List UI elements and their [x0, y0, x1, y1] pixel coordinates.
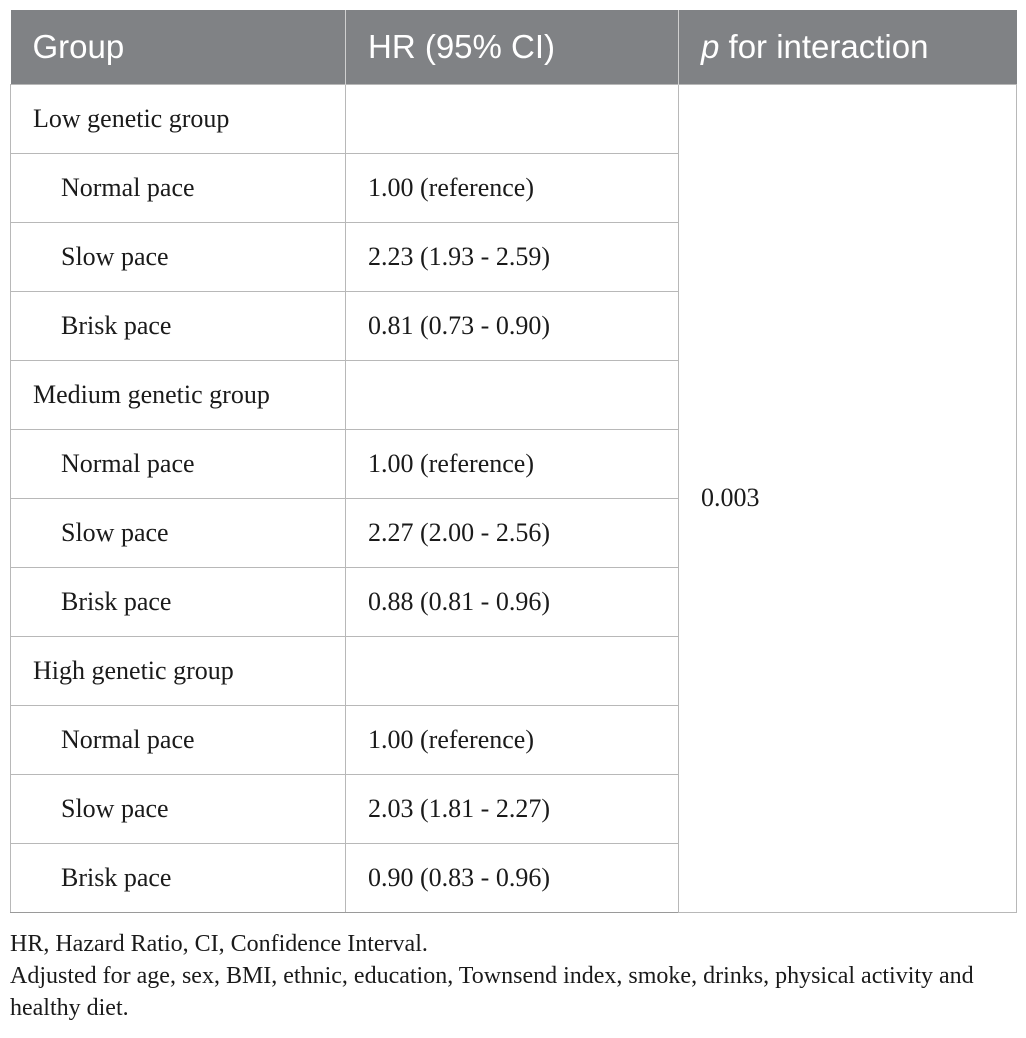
group-cell: Normal pace — [10, 428, 346, 499]
group-cell: Slow pace — [10, 497, 346, 568]
header-p-interaction: p for interaction — [678, 10, 1017, 84]
group-cell: Slow pace — [10, 221, 346, 292]
table-row: Low genetic group 0.003 — [10, 83, 1017, 913]
hr-cell: 1.00 (reference) — [345, 704, 679, 775]
group-cell: Normal pace — [10, 152, 346, 223]
group-cell: High genetic group — [10, 635, 346, 706]
hr-cell: 1.00 (reference) — [345, 428, 679, 499]
p-value-cell: 0.003 — [678, 83, 1017, 913]
results-table: Group HR (95% CI) p for interaction Low … — [10, 10, 1017, 913]
table-row: Brisk pace 0.88 (0.81 - 0.96) — [10, 566, 1017, 637]
table-row: Normal pace 1.00 (reference) — [10, 152, 1017, 223]
results-table-container: Group HR (95% CI) p for interaction Low … — [10, 10, 1017, 913]
adjustment-note: Adjusted for age, sex, BMI, ethnic, educ… — [10, 963, 974, 1021]
table-row: High genetic group — [10, 635, 1017, 706]
hr-cell: 2.03 (1.81 - 2.27) — [345, 773, 679, 844]
table-header: Group HR (95% CI) p for interaction — [10, 10, 1017, 84]
header-hr: HR (95% CI) — [345, 10, 679, 84]
hr-cell: 0.90 (0.83 - 0.96) — [345, 842, 679, 913]
table-footnotes: HR, Hazard Ratio, CI, Confidence Interva… — [10, 928, 1016, 1024]
table-row: Brisk pace 0.81 (0.73 - 0.90) — [10, 290, 1017, 361]
hr-cell: 0.81 (0.73 - 0.90) — [345, 290, 679, 361]
table-row: Brisk pace 0.90 (0.83 - 0.96) — [10, 842, 1017, 913]
header-p-symbol: p — [701, 27, 720, 65]
table-row: Slow pace 2.03 (1.81 - 2.27) — [10, 773, 1017, 844]
group-cell: Brisk pace — [10, 842, 346, 913]
hr-cell: 2.27 (2.00 - 2.56) — [345, 497, 679, 568]
hr-cell: 1.00 (reference) — [345, 152, 679, 223]
table-body: Low genetic group 0.003 Normal pace 1.00… — [10, 83, 1017, 913]
group-cell: Brisk pace — [10, 566, 346, 637]
group-cell: Slow pace — [10, 773, 346, 844]
header-p-label: for interaction — [719, 27, 929, 65]
hr-cell — [345, 635, 679, 706]
table-row: Slow pace 2.27 (2.00 - 2.56) — [10, 497, 1017, 568]
group-cell: Normal pace — [10, 704, 346, 775]
hr-cell: 2.23 (1.93 - 2.59) — [345, 221, 679, 292]
group-cell: Medium genetic group — [10, 359, 346, 430]
hr-cell — [345, 83, 679, 154]
table-row: Normal pace 1.00 (reference) — [10, 428, 1017, 499]
group-cell: Low genetic group — [10, 83, 346, 154]
header-group: Group — [10, 10, 346, 84]
abbreviations-note: HR, Hazard Ratio, CI, Confidence Interva… — [10, 931, 428, 957]
group-cell: Brisk pace — [10, 290, 346, 361]
hr-cell: 0.88 (0.81 - 0.96) — [345, 566, 679, 637]
hr-cell — [345, 359, 679, 430]
